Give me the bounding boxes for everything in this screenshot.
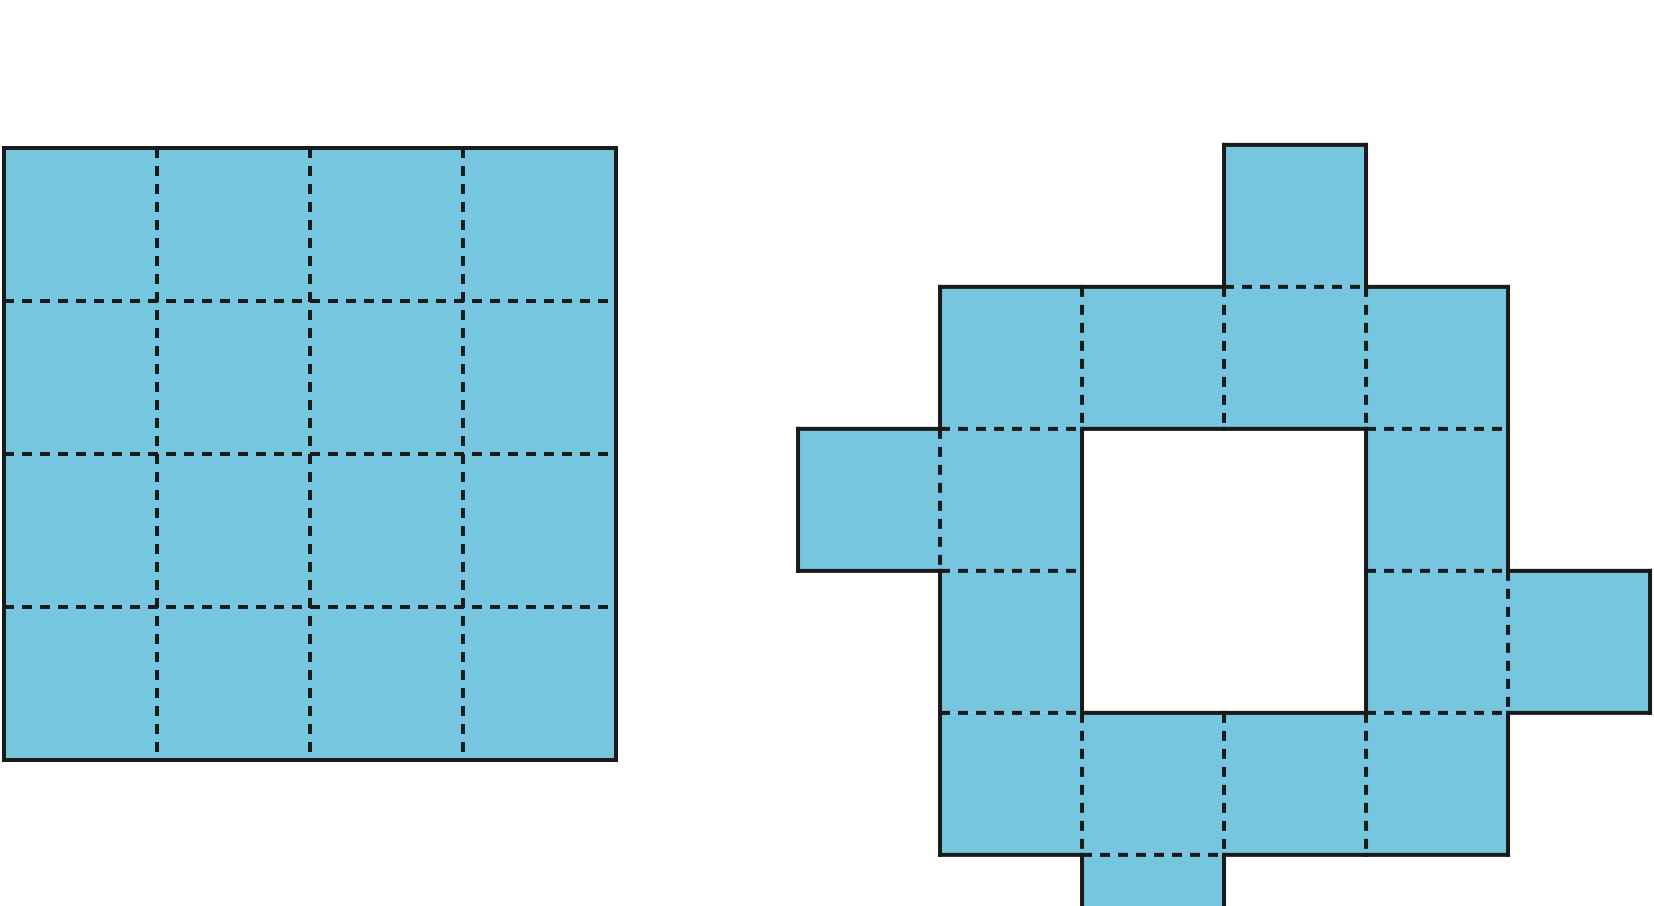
figure-b-cell — [1082, 713, 1224, 855]
figure-b — [798, 145, 1650, 906]
figure-b-cell — [1224, 145, 1366, 287]
figure-b-cell — [940, 287, 1082, 429]
diagram-canvas — [0, 0, 1654, 906]
figure-b-cell — [798, 429, 940, 571]
figure-b-cell — [1366, 713, 1508, 855]
figure-b-cell — [1366, 287, 1508, 429]
figure-b-cell — [940, 429, 1082, 571]
figure-b-cell — [1082, 855, 1224, 906]
figure-b-cell — [1508, 571, 1650, 713]
figure-b-cell — [1366, 571, 1508, 713]
figure-b-cell — [1224, 287, 1366, 429]
figure-a — [4, 148, 616, 760]
figure-b-cell — [1366, 429, 1508, 571]
figure-b-cell — [940, 571, 1082, 713]
figure-b-cell — [1082, 287, 1224, 429]
figure-b-cell — [940, 713, 1082, 855]
figure-b-cell — [1224, 713, 1366, 855]
